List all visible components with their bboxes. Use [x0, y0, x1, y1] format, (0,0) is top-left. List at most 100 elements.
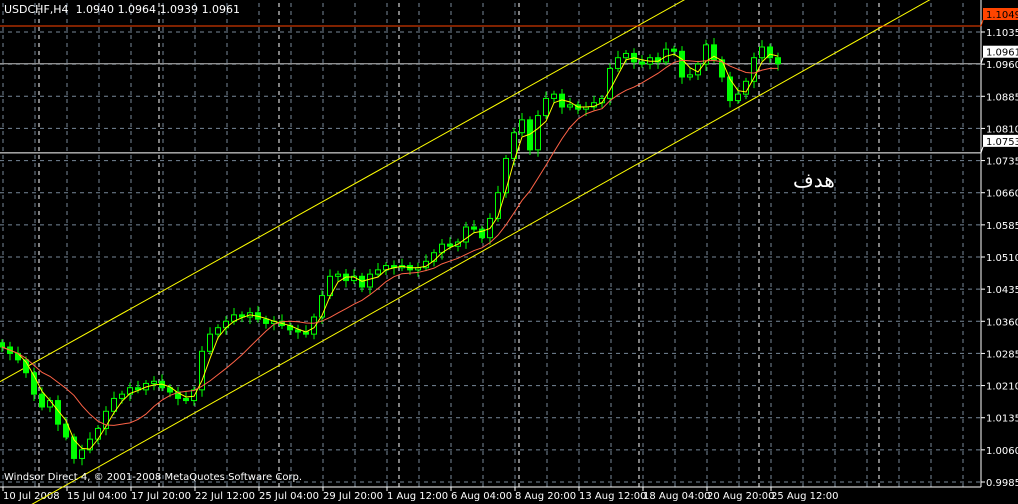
- x-tick-label: 1 Aug 12:00: [387, 491, 448, 502]
- candle-bull: [199, 350, 205, 391]
- candle-bear: [31, 372, 37, 395]
- candle-bull: [495, 192, 501, 219]
- candle-bull: [119, 393, 125, 399]
- ask-price-label: 1.1049: [986, 10, 1018, 21]
- high-value: 1.0964: [117, 3, 157, 16]
- candle-bull: [87, 438, 93, 451]
- candle-bull: [759, 46, 765, 59]
- close-value: 1.0961: [201, 3, 241, 16]
- y-tick-label: 1.0885: [986, 92, 1018, 103]
- candle-bull: [607, 67, 613, 99]
- x-tick-label: 15 Jul 04:00: [67, 491, 127, 502]
- y-tick-label: 1.0585: [986, 221, 1018, 232]
- candle-bear: [639, 61, 645, 65]
- y-tick-label: 1.0735: [986, 157, 1018, 168]
- candle-bull: [79, 449, 85, 459]
- copyright-text: Windsor Direct 4, © 2001-2008 MetaQuotes…: [4, 472, 303, 483]
- candle-bull: [751, 57, 757, 82]
- candle-bear: [447, 243, 453, 247]
- level-price-label-bg: [983, 134, 1018, 147]
- x-tick-label: 25 Jul 04:00: [259, 491, 319, 502]
- candle-bear: [711, 44, 717, 61]
- level-price-label: 1.0753: [986, 137, 1018, 148]
- x-tick-label: 13 Aug 12:00: [579, 491, 646, 502]
- x-tick-label: 18 Aug 04:00: [643, 491, 710, 502]
- candle-bull: [103, 410, 109, 429]
- candle-bull: [503, 157, 509, 194]
- candle-bear: [71, 436, 77, 459]
- candle-bear: [183, 397, 189, 402]
- candle-bear: [719, 59, 725, 78]
- y-tick-label: 1.0810: [986, 124, 1018, 135]
- candle-bear: [135, 387, 141, 391]
- x-tick-label: 29 Jul 20:00: [323, 491, 383, 502]
- candle-bull: [375, 269, 381, 275]
- open-value: 1.0940: [75, 3, 115, 16]
- candle-bear: [471, 226, 477, 230]
- x-tick-label: 10 Jul 2008: [3, 491, 60, 502]
- channel-line-upper: [0, 0, 685, 383]
- y-tick-label: 1.0135: [986, 414, 1018, 425]
- y-tick-label: 1.0360: [986, 317, 1018, 328]
- bid-price-label: 1.0961: [986, 48, 1018, 59]
- x-tick-label: 17 Jul 20:00: [131, 491, 191, 502]
- candle-bear: [671, 48, 677, 52]
- candle-bull: [47, 400, 53, 408]
- candle-bull: [735, 93, 741, 102]
- candle-bear: [55, 400, 61, 425]
- x-tick-label: 22 Jul 12:00: [195, 491, 255, 502]
- y-tick-label: 0.9985: [986, 478, 1018, 489]
- candle-bull: [695, 63, 701, 76]
- y-tick-label: 1.0510: [986, 253, 1018, 264]
- candle-bull: [207, 333, 213, 352]
- candle-bear: [0, 342, 5, 348]
- candle-bear: [167, 387, 173, 393]
- chart-annotation-text: هدف: [793, 168, 835, 192]
- candle-bear: [63, 423, 69, 438]
- candle-bull: [567, 104, 573, 108]
- candle-bull: [431, 252, 437, 262]
- candle-bull: [463, 226, 469, 243]
- candle-bull: [511, 132, 517, 159]
- candle-bull: [519, 119, 525, 134]
- y-tick-label: 1.0960: [986, 60, 1018, 71]
- candle-bull: [311, 316, 317, 335]
- candle-bull: [319, 295, 325, 318]
- candle-bull: [151, 380, 157, 384]
- channel-line-lower: [31, 0, 931, 504]
- candle-bull: [623, 52, 629, 59]
- candle-bear: [679, 50, 685, 78]
- candle-bull: [535, 115, 541, 151]
- candle-bear: [239, 314, 245, 318]
- x-tick-label: 20 Aug 20:00: [707, 491, 774, 502]
- candle-bear: [39, 393, 45, 408]
- low-value: 1.0939: [159, 3, 199, 16]
- x-tick-label: 25 Aug 12:00: [771, 491, 838, 502]
- candle-bull: [111, 397, 117, 412]
- x-tick-label: 6 Aug 04:00: [451, 491, 512, 502]
- bid-price-label-bg: [983, 45, 1018, 58]
- level-price-label-connector: [980, 146, 984, 154]
- candle-bull: [551, 93, 557, 99]
- bid-price-label-connector: [980, 57, 984, 64]
- candle-bull: [95, 427, 101, 440]
- candle-bear: [727, 76, 733, 102]
- symbol-label: USDCHF,H4: [4, 3, 69, 16]
- candle-bull: [215, 327, 221, 335]
- y-tick-label: 1.0285: [986, 349, 1018, 360]
- candle-bear: [775, 57, 781, 65]
- y-tick-label: 1.0210: [986, 382, 1018, 393]
- ask-price-label-bg: [983, 8, 1018, 20]
- candle-bull: [615, 57, 621, 69]
- candle-bull: [543, 97, 549, 117]
- candle-bear: [295, 329, 301, 333]
- fast-moving-average: [1, 53, 779, 450]
- candle-bull: [367, 273, 373, 288]
- y-tick-label: 1.1035: [986, 28, 1018, 39]
- candle-bull: [127, 387, 133, 395]
- candle-bear: [767, 46, 773, 59]
- candle-bear: [479, 228, 485, 239]
- candle-bull: [335, 273, 341, 277]
- slow-moving-average: [1, 59, 779, 426]
